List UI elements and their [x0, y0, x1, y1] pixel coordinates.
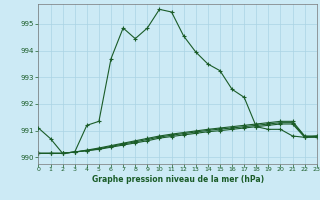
X-axis label: Graphe pression niveau de la mer (hPa): Graphe pression niveau de la mer (hPa) — [92, 175, 264, 184]
